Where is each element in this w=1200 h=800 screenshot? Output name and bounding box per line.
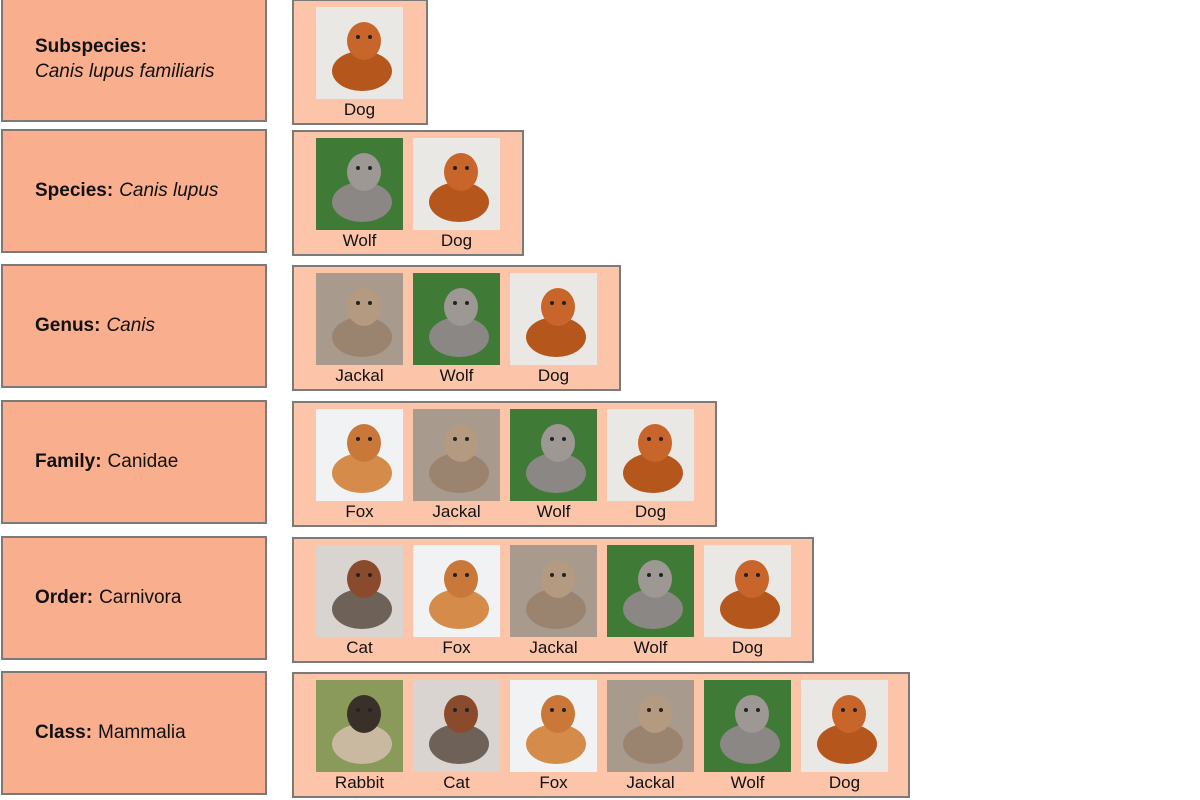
rank-label-box: Order: Carnivora xyxy=(1,536,267,660)
animal-photo xyxy=(413,545,500,637)
rank-name: Subspecies: xyxy=(35,36,147,58)
animal-group: Rabbit Cat Fox Jackal Wolf Dog xyxy=(292,672,910,798)
taxon-name: Canidae xyxy=(107,450,179,472)
animal: Wolf xyxy=(510,409,597,522)
animal: Jackal xyxy=(316,273,403,386)
animal-photo xyxy=(316,7,403,99)
animal: Dog xyxy=(316,7,403,120)
animal: Jackal xyxy=(607,680,694,793)
animal-group: Dog xyxy=(292,0,428,125)
rank-label: Species: Canis lupus xyxy=(35,179,218,204)
animal-photo xyxy=(704,680,791,772)
animal: Fox xyxy=(413,545,500,658)
animal-photo xyxy=(607,680,694,772)
animal-photo xyxy=(413,273,500,365)
rank-name: Species: xyxy=(35,179,114,201)
animal: Dog xyxy=(801,680,888,793)
animal-photo xyxy=(316,273,403,365)
animal: Fox xyxy=(316,409,403,522)
animal: Cat xyxy=(316,545,403,658)
taxon-name: Mammalia xyxy=(98,721,186,743)
rank-name: Class: xyxy=(35,721,93,743)
rank-label: Genus: Canis xyxy=(35,314,155,339)
animal-caption: Fox xyxy=(442,638,471,657)
animal-group: Fox Jackal Wolf Dog xyxy=(292,401,717,527)
animal-caption: Cat xyxy=(443,773,470,792)
animal-caption: Dog xyxy=(634,502,667,521)
rank-name: Genus: xyxy=(35,314,101,336)
animal-caption: Wolf xyxy=(633,638,668,657)
rank-label-box: Family: Canidae xyxy=(1,400,267,524)
rank-label: Family: Canidae xyxy=(35,450,178,475)
animal: Dog xyxy=(413,138,500,251)
taxon-name: Canis lupus familiaris xyxy=(35,61,215,82)
animal-photo xyxy=(510,545,597,637)
animal-photo xyxy=(607,409,694,501)
animal-photo xyxy=(607,545,694,637)
animal: Fox xyxy=(510,680,597,793)
animal-caption: Wolf xyxy=(536,502,571,521)
animal-caption: Fox xyxy=(539,773,568,792)
animal: Dog xyxy=(510,273,597,386)
rank-label-box: Class: Mammalia xyxy=(1,671,267,795)
animal-photo xyxy=(316,680,403,772)
animal-caption: Dog xyxy=(440,231,473,250)
animal: Jackal xyxy=(413,409,500,522)
animal-caption: Dog xyxy=(343,100,376,119)
taxon-name: Carnivora xyxy=(99,586,182,608)
animal: Wolf xyxy=(704,680,791,793)
rank-label: Subspecies: Canis lupus familiaris xyxy=(35,35,257,84)
rank-label-box: Genus: Canis xyxy=(1,264,267,388)
animal-photo xyxy=(510,409,597,501)
animal-photo xyxy=(510,680,597,772)
animal: Wolf xyxy=(316,138,403,251)
animal-photo xyxy=(413,680,500,772)
rank-name: Order: xyxy=(35,586,94,608)
animal-photo xyxy=(704,545,791,637)
animal-photo xyxy=(801,680,888,772)
animal-caption: Wolf xyxy=(730,773,765,792)
animal: Dog xyxy=(704,545,791,658)
animal-caption: Dog xyxy=(537,366,570,385)
animal: Jackal xyxy=(510,545,597,658)
animal-photo xyxy=(413,138,500,230)
animal-caption: Jackal xyxy=(529,638,578,657)
animal-caption: Cat xyxy=(346,638,373,657)
animal-caption: Dog xyxy=(731,638,764,657)
rank-label-box: Subspecies: Canis lupus familiaris xyxy=(1,0,267,122)
animal-photo xyxy=(316,409,403,501)
animal-caption: Jackal xyxy=(335,366,384,385)
taxon-name: Canis lupus xyxy=(119,179,219,201)
animal: Cat xyxy=(413,680,500,793)
animal-group: Jackal Wolf Dog xyxy=(292,265,621,391)
rank-label-box: Species: Canis lupus xyxy=(1,129,267,253)
animal-caption: Wolf xyxy=(342,231,377,250)
animal-caption: Fox xyxy=(345,502,374,521)
animal-photo xyxy=(413,409,500,501)
animal-caption: Jackal xyxy=(432,502,481,521)
animal-photo xyxy=(316,545,403,637)
animal-caption: Wolf xyxy=(439,366,474,385)
animal-caption: Dog xyxy=(828,773,861,792)
rank-name: Family: xyxy=(35,450,102,472)
taxon-name: Canis xyxy=(106,314,156,336)
animal-photo xyxy=(316,138,403,230)
animal-caption: Jackal xyxy=(626,773,675,792)
rank-label: Order: Carnivora xyxy=(35,586,181,611)
rank-label: Class: Mammalia xyxy=(35,721,186,746)
animal: Wolf xyxy=(413,273,500,386)
animal-caption: Rabbit xyxy=(334,773,385,792)
animal-photo xyxy=(510,273,597,365)
animal-group: Cat Fox Jackal Wolf Dog xyxy=(292,537,814,663)
animal: Dog xyxy=(607,409,694,522)
animal: Wolf xyxy=(607,545,694,658)
animal-group: Wolf Dog xyxy=(292,130,524,256)
animal: Rabbit xyxy=(316,680,403,793)
